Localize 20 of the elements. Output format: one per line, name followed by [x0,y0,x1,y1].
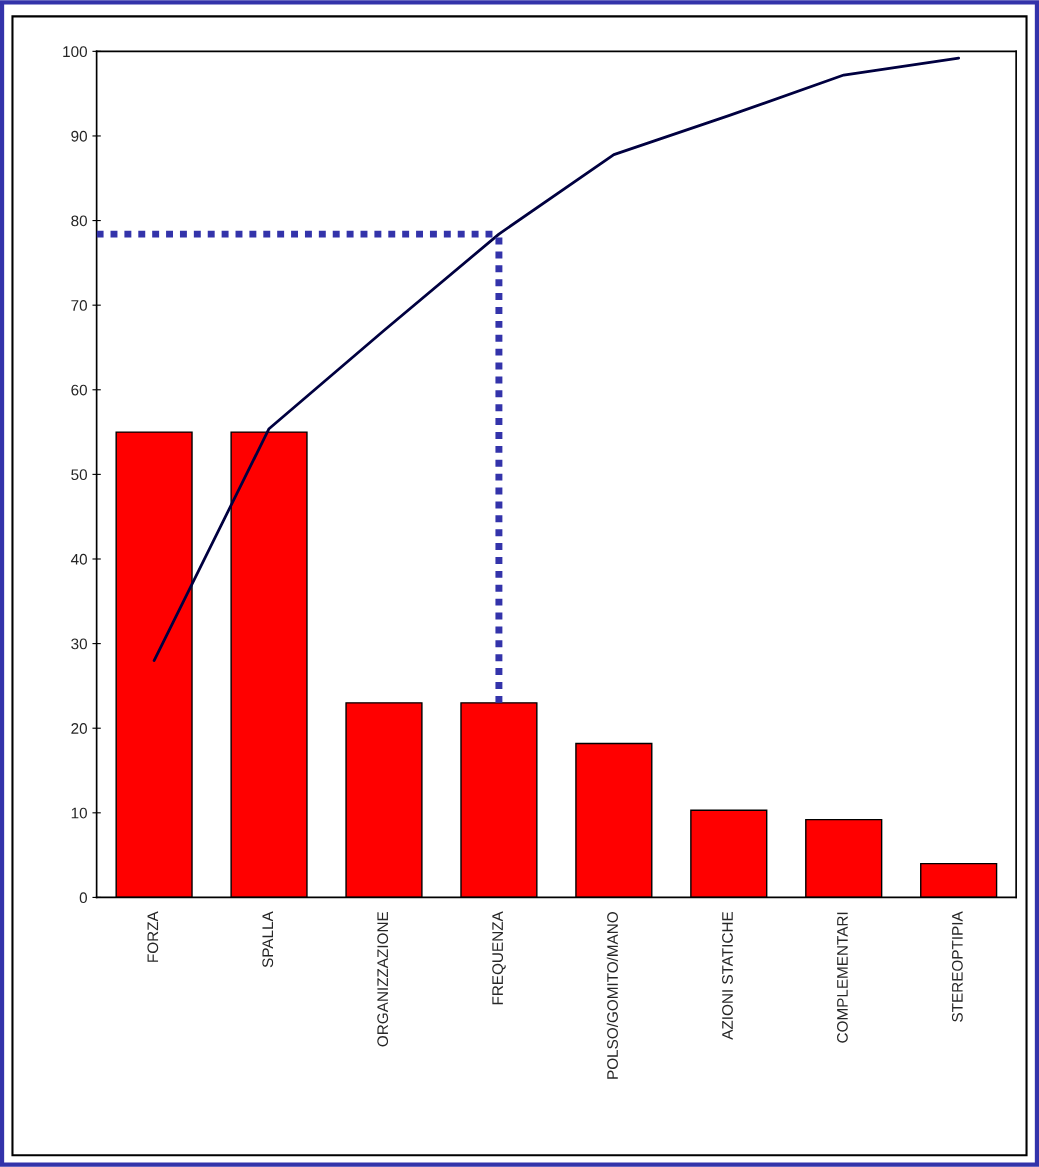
y-tick-label: 10 [71,807,87,819]
x-tick-label: POLSO/GOMITO/MANO [606,912,618,1079]
y-tick-label: 40 [70,553,87,565]
x-tick-label: FREQUENZA [492,911,506,1005]
line-series [152,56,961,662]
y-tick-label: 80 [71,215,87,227]
y-tick-label: 90 [71,130,87,142]
x-tick-label: COMPLEMENTARI [837,912,848,1043]
y-tick-label: 0 [79,892,87,904]
y-tick-label: 70 [71,300,87,311]
x-tick-label: STEREOPTIPIA [951,911,963,1022]
y-tick-label: 60 [71,384,87,396]
y-tick-label: 50 [71,469,87,481]
x-tick-label: AZIONI STATICHE [722,911,733,1040]
y-tick-label: 100 [63,46,87,58]
y-tick-label: 20 [71,723,87,734]
x-tick-label: ORGANIZZAZIONE [377,911,389,1047]
y-tick-label: 30 [71,638,87,650]
x-tick-label: SPALLA [262,911,274,968]
x-tick-label: FORZA [147,911,159,962]
